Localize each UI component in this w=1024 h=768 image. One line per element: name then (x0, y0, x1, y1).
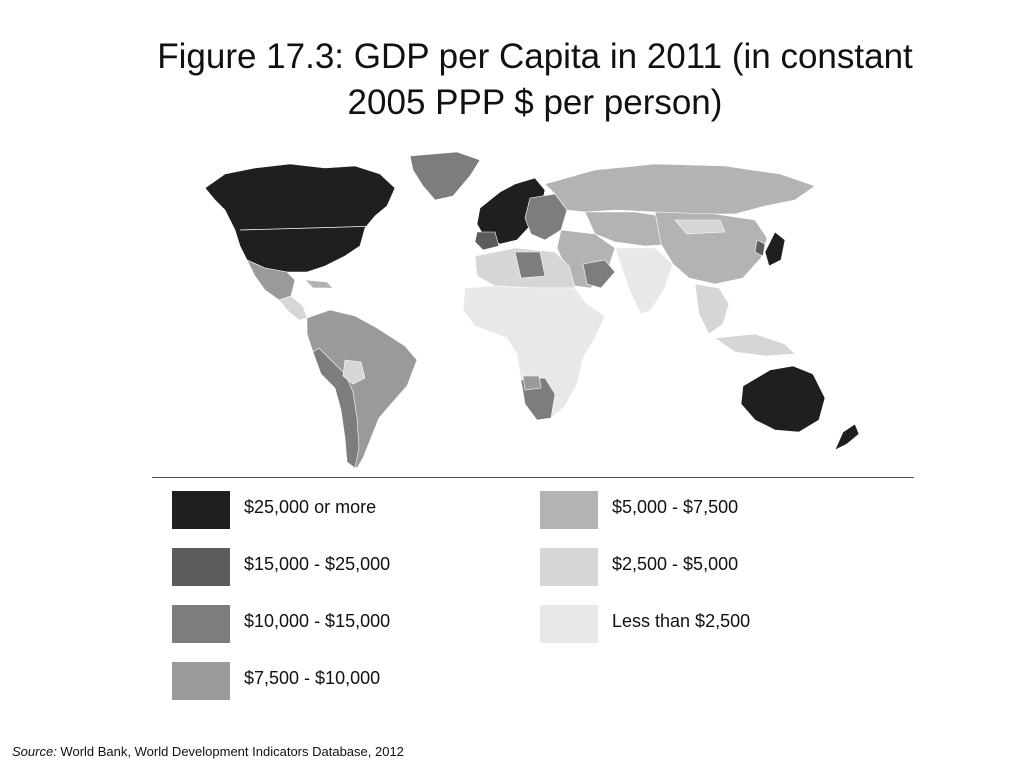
source-text: World Bank, World Development Indicators… (56, 744, 404, 759)
title-line-1: Figure 17.3: GDP per Capita in 2011 (in … (157, 37, 913, 76)
legend-label: $7,500 - $10,000 (244, 668, 381, 688)
legend-swatch (172, 662, 230, 700)
region-botswana (522, 375, 542, 391)
legend-swatch (172, 605, 230, 643)
region-andes (312, 347, 360, 469)
region-south-asia (614, 247, 674, 315)
region-southeast-asia (694, 283, 730, 335)
legend-label: $5,000 - $7,500 (612, 497, 739, 517)
legend-label: $15,000 - $25,000 (244, 554, 391, 574)
legend-label: Less than $2,500 (612, 611, 751, 631)
region-south-america (306, 309, 418, 469)
region-new-zealand (834, 423, 860, 451)
world-map (204, 151, 860, 469)
region-greenland (409, 151, 481, 201)
region-sub-saharan-africa (462, 285, 606, 421)
region-australia (740, 365, 826, 433)
legend-swatch (540, 491, 598, 529)
legend-label: $25,000 or more (244, 497, 377, 517)
region-caribbean (304, 279, 334, 289)
region-japan (764, 231, 786, 267)
region-bolivia (342, 359, 366, 385)
region-mongolia (674, 219, 726, 235)
region-korea (754, 239, 766, 257)
region-north-america (204, 163, 396, 273)
legend-swatch (540, 548, 598, 586)
legend-swatch (172, 491, 230, 529)
region-iberia (474, 231, 500, 251)
region-libya (514, 251, 546, 279)
source-note: Source: World Bank, World Development In… (12, 744, 404, 759)
legend-label: $2,500 - $5,000 (612, 554, 739, 574)
region-central-america (278, 295, 308, 321)
region-russia (544, 163, 816, 215)
legend-label: $10,000 - $15,000 (244, 611, 391, 631)
region-arabian-gulf (582, 259, 616, 289)
map-title: Figure 17.3: GDP per Capita in 2011 (in … (80, 34, 990, 126)
region-china (654, 211, 768, 285)
legend-divider (152, 477, 914, 478)
legend-swatch (172, 548, 230, 586)
region-indonesia (714, 333, 796, 357)
source-prefix: Source: (12, 744, 57, 759)
legend-swatch (540, 605, 598, 643)
title-line-2: 2005 PPP $ per person) (347, 83, 723, 122)
